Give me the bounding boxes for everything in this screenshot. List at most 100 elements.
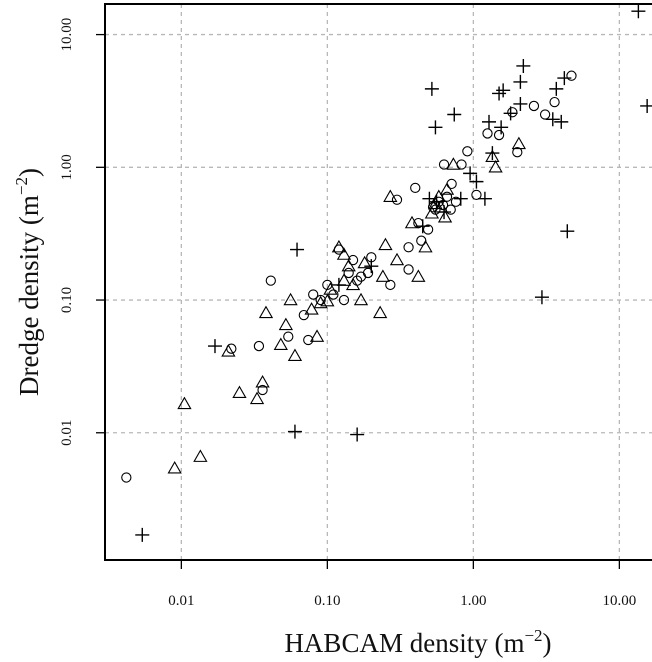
circle-point [403, 264, 414, 275]
plus-point [207, 339, 222, 354]
plus-point [640, 98, 652, 113]
circle-point [253, 340, 265, 352]
plus-point [364, 259, 379, 274]
triangle-point [404, 215, 420, 229]
triangle-point [418, 239, 433, 253]
circle-point [391, 194, 403, 205]
plus-point [428, 120, 443, 135]
triangle-point [428, 196, 443, 210]
plus-point [135, 527, 150, 542]
triangle-point [273, 337, 288, 351]
x-axis-title: HABCAM density (m−2) [284, 626, 551, 658]
plus-point [631, 4, 646, 19]
triangle-point [373, 305, 388, 319]
plus-point [492, 86, 507, 101]
y-tick-label: 1.00 [59, 154, 75, 180]
triangle-point [309, 329, 325, 342]
axis-ticks: 0.01 0.10 1.00 10.00 0.01 0.10 1.00 10.00 [59, 18, 636, 609]
plus-point [415, 219, 430, 234]
triangle-point [439, 182, 455, 195]
circle-point [471, 189, 482, 201]
plus-point [331, 277, 346, 292]
plus-point [503, 106, 518, 121]
plot-frame [104, 3, 652, 561]
circle-point [265, 275, 276, 286]
plus-point [557, 71, 572, 86]
triangle-point [249, 391, 265, 405]
triangle-point [287, 348, 303, 362]
plus-point [482, 114, 497, 129]
plus-point [424, 81, 439, 96]
plus-point [469, 174, 484, 189]
circle-point [493, 129, 505, 141]
triangle-point [255, 374, 270, 388]
plus-point [560, 224, 575, 239]
plus-point [463, 166, 478, 181]
triangle-point [353, 292, 369, 306]
plus-point [453, 191, 468, 206]
triangle-point [341, 258, 356, 272]
plus-point [429, 194, 444, 209]
y-tick-label: 0.01 [59, 420, 75, 446]
circle-point [315, 294, 326, 306]
plus-point [437, 205, 452, 220]
plus-point [477, 191, 492, 206]
y-tick-label: 10.00 [59, 18, 75, 52]
plus-point [554, 114, 569, 129]
triangle-point [283, 292, 298, 306]
circle-point [566, 70, 577, 81]
plus-point [350, 427, 365, 442]
data-points [121, 4, 652, 542]
triangle-point [193, 449, 208, 462]
triangle-point [424, 206, 440, 219]
circle-point [446, 178, 457, 190]
triangle-point [411, 269, 426, 282]
circle-point [422, 224, 434, 235]
circle-point [549, 96, 560, 108]
plus-point [290, 242, 305, 257]
triangle-point [336, 273, 352, 286]
triangle-point [331, 239, 347, 253]
triangle-point [485, 149, 500, 163]
plus-point [513, 96, 528, 111]
triangle-point [383, 189, 398, 202]
plus-point [494, 120, 509, 135]
circle-point [385, 279, 396, 291]
triangle-point [511, 136, 527, 150]
triangle-point [167, 460, 182, 474]
circle-point [416, 235, 427, 246]
circle-point [482, 128, 493, 139]
triangle-point [446, 157, 461, 170]
triangle-point [221, 344, 236, 357]
y-axis-title: Dredge density (m−2) [12, 168, 44, 396]
circle-point [403, 242, 414, 253]
triangle-point [437, 210, 453, 223]
plus-point [513, 74, 528, 89]
plus-point [545, 112, 560, 127]
circle-point [308, 289, 319, 300]
circle-point [338, 294, 350, 306]
circle-point [512, 147, 523, 158]
triangle-point [336, 247, 352, 260]
triangle-point [177, 396, 192, 410]
circle-point [445, 204, 456, 215]
triangle-point [278, 317, 294, 331]
circle-point [355, 271, 367, 282]
plus-point [496, 83, 511, 98]
circle-point [539, 109, 551, 120]
x-tick-label: 0.01 [168, 593, 194, 609]
circle-point [462, 146, 473, 157]
plus-point [516, 58, 531, 73]
plus-point [549, 81, 564, 96]
triangle-point [378, 237, 393, 251]
plus-point [485, 146, 500, 161]
circle-point [347, 254, 359, 266]
plus-point [287, 424, 302, 439]
circle-point [343, 267, 354, 279]
triangle-point [323, 282, 338, 295]
y-tick-label: 0.10 [59, 287, 75, 313]
circle-point [410, 182, 421, 194]
triangle-point [320, 293, 335, 307]
triangle-point [232, 385, 247, 399]
